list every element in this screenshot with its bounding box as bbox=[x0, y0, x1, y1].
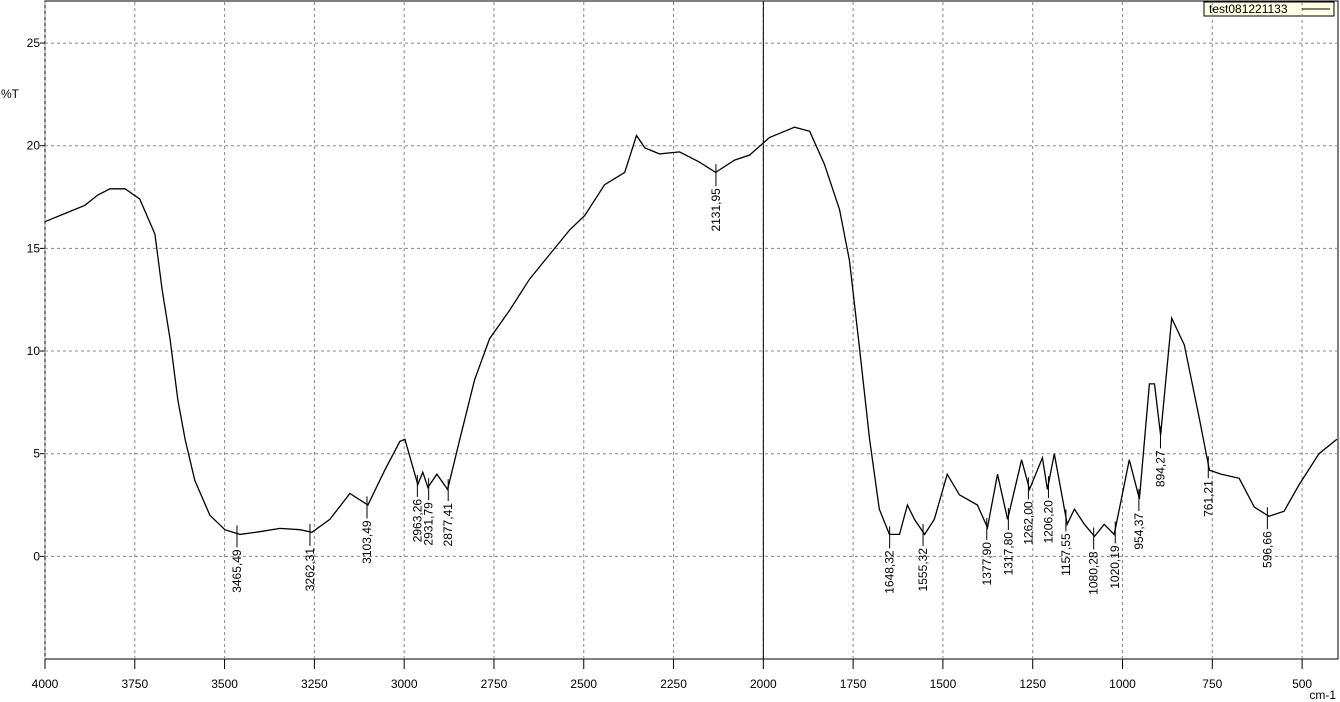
peak-label: 1206,20 bbox=[1041, 500, 1055, 544]
legend-box bbox=[1203, 1, 1335, 17]
peak-label: 2931,79 bbox=[422, 502, 436, 546]
legend-label: test081221133 bbox=[1209, 2, 1288, 16]
y-axis-label: %T bbox=[1, 87, 20, 101]
peak-label: 3465,49 bbox=[230, 549, 244, 593]
peak-label: 1377,90 bbox=[980, 542, 994, 586]
peak-label: 2131,95 bbox=[709, 188, 723, 232]
peak-label: 1317,80 bbox=[1001, 532, 1015, 576]
peak-label: 1648,32 bbox=[883, 550, 897, 594]
y-tick-label: 25 bbox=[27, 36, 41, 50]
y-tick-label: 0 bbox=[33, 549, 40, 563]
x-tick-label: 2000 bbox=[750, 677, 777, 691]
peak-label: 3103,49 bbox=[360, 520, 374, 564]
x-tick-label: 1250 bbox=[1019, 677, 1046, 691]
x-tick-label: 1500 bbox=[930, 677, 957, 691]
y-tick-label: 5 bbox=[33, 447, 40, 461]
peak-label: 2877,41 bbox=[441, 503, 455, 547]
peak-label: 1157,55 bbox=[1059, 533, 1073, 576]
peak-label: 761,21 bbox=[1201, 480, 1215, 517]
y-tick-label: 15 bbox=[27, 241, 41, 255]
x-tick-label: 1000 bbox=[1109, 677, 1136, 691]
peak-label: 3262,31 bbox=[303, 548, 317, 592]
y-tick-label: 20 bbox=[27, 139, 41, 153]
peak-label: 2963,26 bbox=[410, 499, 424, 543]
x-tick-label: 2750 bbox=[481, 677, 508, 691]
peak-label: 1262,00 bbox=[1021, 501, 1035, 545]
x-tick-label: 2500 bbox=[570, 677, 597, 691]
spectrum-line bbox=[44, 126, 1338, 538]
peak-label: 1020,19 bbox=[1108, 545, 1122, 589]
x-tick-label: 3250 bbox=[301, 677, 328, 691]
peak-label: 1555,32 bbox=[916, 548, 930, 592]
x-tick-label: 3750 bbox=[121, 677, 148, 691]
x-axis-label: cm-1 bbox=[1309, 688, 1336, 702]
x-tick-label: 2250 bbox=[660, 677, 687, 691]
peak-label: 1080,28 bbox=[1087, 551, 1101, 595]
x-tick-label: 3500 bbox=[211, 677, 238, 691]
x-tick-label: 1750 bbox=[840, 677, 867, 691]
y-tick-label: 10 bbox=[27, 344, 41, 358]
x-tick-label: 500 bbox=[1292, 677, 1312, 691]
peak-label: 596,66 bbox=[1260, 531, 1274, 568]
peak-label: 894,27 bbox=[1153, 450, 1167, 487]
x-tick-label: 750 bbox=[1202, 677, 1222, 691]
x-tick-label: 3000 bbox=[391, 677, 418, 691]
peak-label: 954,37 bbox=[1132, 513, 1146, 550]
x-tick-label: 4000 bbox=[32, 677, 59, 691]
